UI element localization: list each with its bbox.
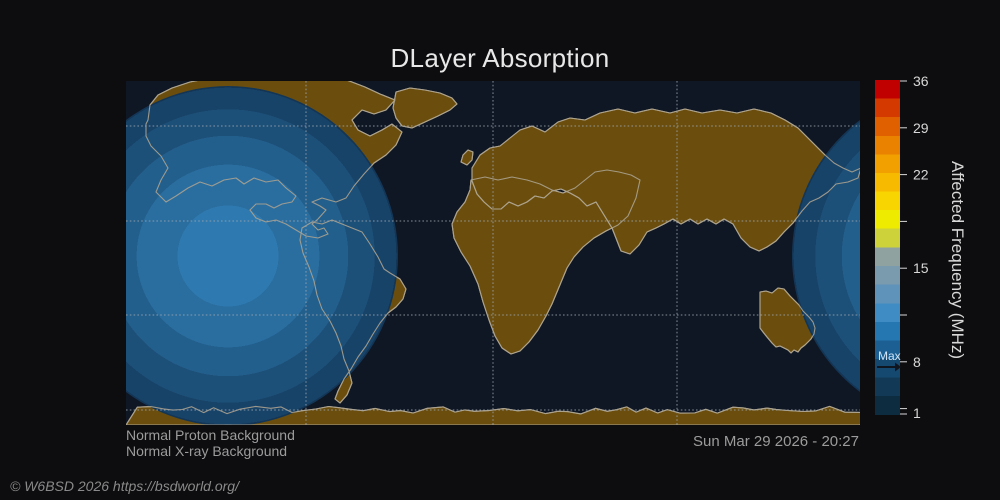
- svg-text:29: 29: [913, 120, 929, 136]
- svg-text:36: 36: [913, 73, 929, 89]
- svg-text:8: 8: [913, 354, 921, 370]
- svg-text:22: 22: [913, 167, 929, 183]
- svg-text:15: 15: [913, 260, 929, 276]
- svg-text:1: 1: [913, 405, 921, 421]
- svg-text:Affected Frequency (MHz): Affected Frequency (MHz): [948, 161, 967, 359]
